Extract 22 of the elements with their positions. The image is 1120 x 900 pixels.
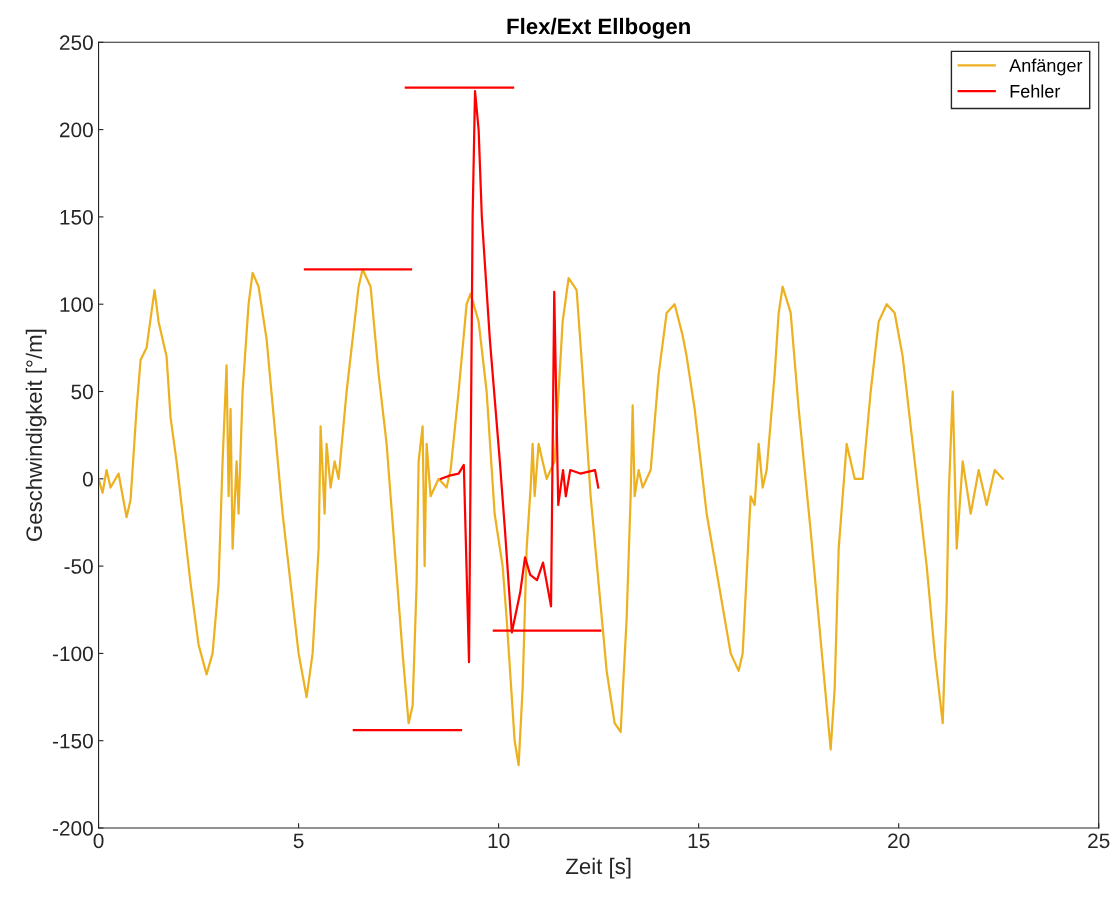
legend-label: Anfänger — [1009, 58, 1083, 76]
y-tick-label: 150 — [60, 209, 93, 225]
y-tick-label: -50 — [64, 559, 93, 574]
x-tick-label: 20 — [888, 833, 910, 849]
y-tick-label: -150 — [52, 733, 93, 749]
line-series — [98, 268, 1004, 767]
x-tick-label: 0 — [93, 833, 104, 849]
y-tick-label: 100 — [60, 297, 93, 312]
y-tick-label: 0 — [82, 471, 93, 487]
y-tick-label: -100 — [52, 646, 93, 662]
x-tick-label: 25 — [1088, 833, 1110, 849]
y-tick-label: 50 — [71, 384, 93, 400]
y-axis-title: Geschwindigkeit [°/m] — [25, 329, 47, 541]
x-tick-label: 15 — [688, 833, 710, 849]
y-tick-label: 250 — [59, 35, 93, 51]
x-axis-title: Zeit [s] — [566, 857, 631, 879]
y-tick-label: 200 — [59, 122, 93, 138]
y-tick-label: -200 — [52, 821, 93, 836]
chart-title: Flex/Ext Ellbogen — [507, 17, 690, 39]
x-tick-label: 5 — [293, 833, 304, 849]
legend-label: Fehler — [1010, 84, 1061, 98]
x-tick-label: 10 — [488, 833, 510, 849]
